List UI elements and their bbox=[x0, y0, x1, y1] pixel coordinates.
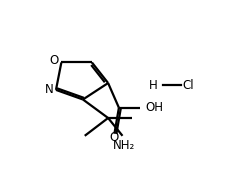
Text: OH: OH bbox=[144, 101, 162, 114]
Text: H: H bbox=[148, 79, 157, 92]
Text: O: O bbox=[49, 54, 58, 67]
Text: Cl: Cl bbox=[182, 79, 194, 92]
Text: NH₂: NH₂ bbox=[112, 138, 134, 151]
Text: O: O bbox=[109, 131, 119, 144]
Text: N: N bbox=[44, 83, 53, 96]
